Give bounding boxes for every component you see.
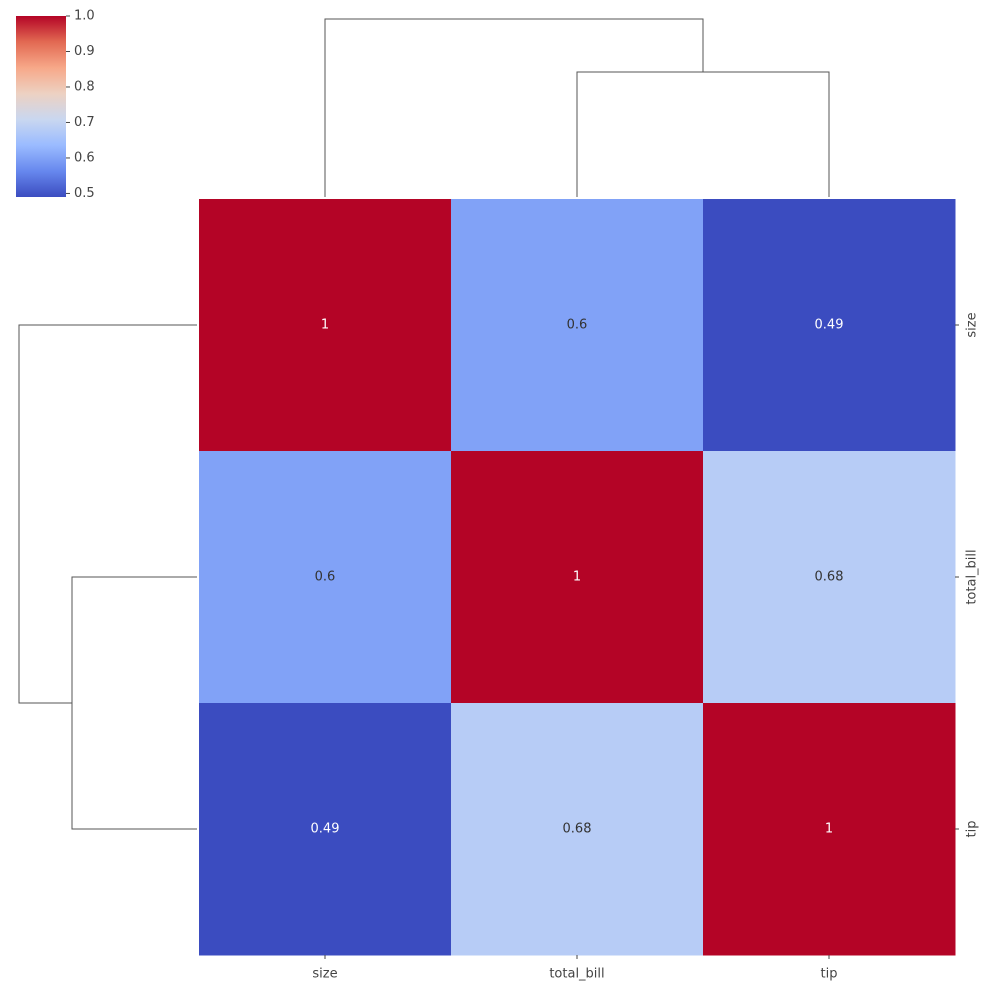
y-tick-label: size [965,312,980,337]
heatmap-cell [199,199,452,452]
heatmap-cell [199,703,452,956]
heatmap-cell [703,703,956,956]
heatmap-cell [703,451,956,704]
cell-label: 0.49 [311,822,340,837]
cell-label: 0.6 [315,570,336,585]
colorbar-tick-label: 0.5 [74,186,95,201]
y-tick-label: total_bill [965,549,980,604]
x-tick-label: size [312,967,337,982]
y-tick-label: tip [965,821,980,838]
x-tick-label: tip [821,967,838,982]
row-dendrogram [18,324,197,830]
colorbar-tick-label: 0.9 [74,44,95,59]
heatmap-cell [451,199,704,452]
cell-label: 1 [573,570,581,585]
colorbar-tick-label: 0.6 [74,150,95,165]
cell-label: 1 [825,822,833,837]
column-dendrogram [324,18,830,197]
colorbar-tick-label: 0.8 [74,79,95,94]
colorbar [16,16,66,197]
cell-label: 1 [321,318,329,333]
x-tick-label: total_bill [549,967,604,982]
cell-label: 0.49 [815,318,844,333]
heatmap-cell [199,451,452,704]
heatmap-cell [451,703,704,956]
heatmap-cell [703,199,956,452]
cell-label: 0.68 [563,822,592,837]
colorbar-tick-label: 1.0 [74,9,95,24]
heatmap-cell [451,451,704,704]
cell-label: 0.68 [815,570,844,585]
colorbar-tick-label: 0.7 [74,115,95,130]
cell-label: 0.6 [567,318,588,333]
